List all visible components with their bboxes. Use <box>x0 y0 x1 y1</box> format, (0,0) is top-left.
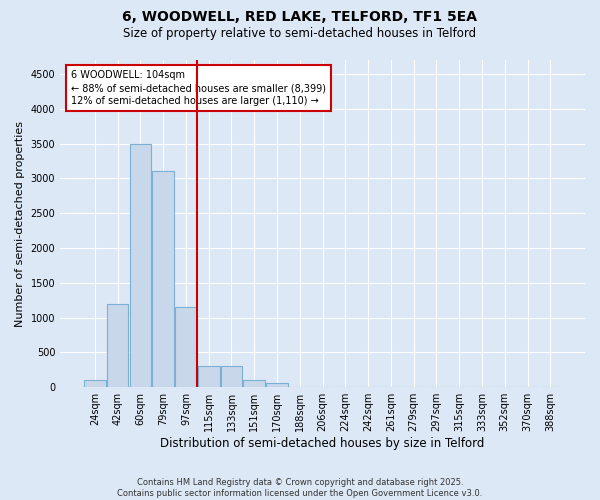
Text: 6 WOODWELL: 104sqm
← 88% of semi-detached houses are smaller (8,399)
12% of semi: 6 WOODWELL: 104sqm ← 88% of semi-detache… <box>71 70 326 106</box>
Bar <box>175 307 197 387</box>
Text: 6, WOODWELL, RED LAKE, TELFORD, TF1 5EA: 6, WOODWELL, RED LAKE, TELFORD, TF1 5EA <box>122 10 478 24</box>
Bar <box>84 380 106 387</box>
Bar <box>107 304 128 387</box>
Bar <box>130 144 151 387</box>
X-axis label: Distribution of semi-detached houses by size in Telford: Distribution of semi-detached houses by … <box>160 437 485 450</box>
Bar <box>244 380 265 387</box>
Bar <box>152 172 174 387</box>
Bar <box>221 366 242 387</box>
Y-axis label: Number of semi-detached properties: Number of semi-detached properties <box>15 120 25 326</box>
Text: Contains HM Land Registry data © Crown copyright and database right 2025.
Contai: Contains HM Land Registry data © Crown c… <box>118 478 482 498</box>
Bar <box>266 383 288 387</box>
Text: Size of property relative to semi-detached houses in Telford: Size of property relative to semi-detach… <box>124 28 476 40</box>
Bar <box>198 366 220 387</box>
